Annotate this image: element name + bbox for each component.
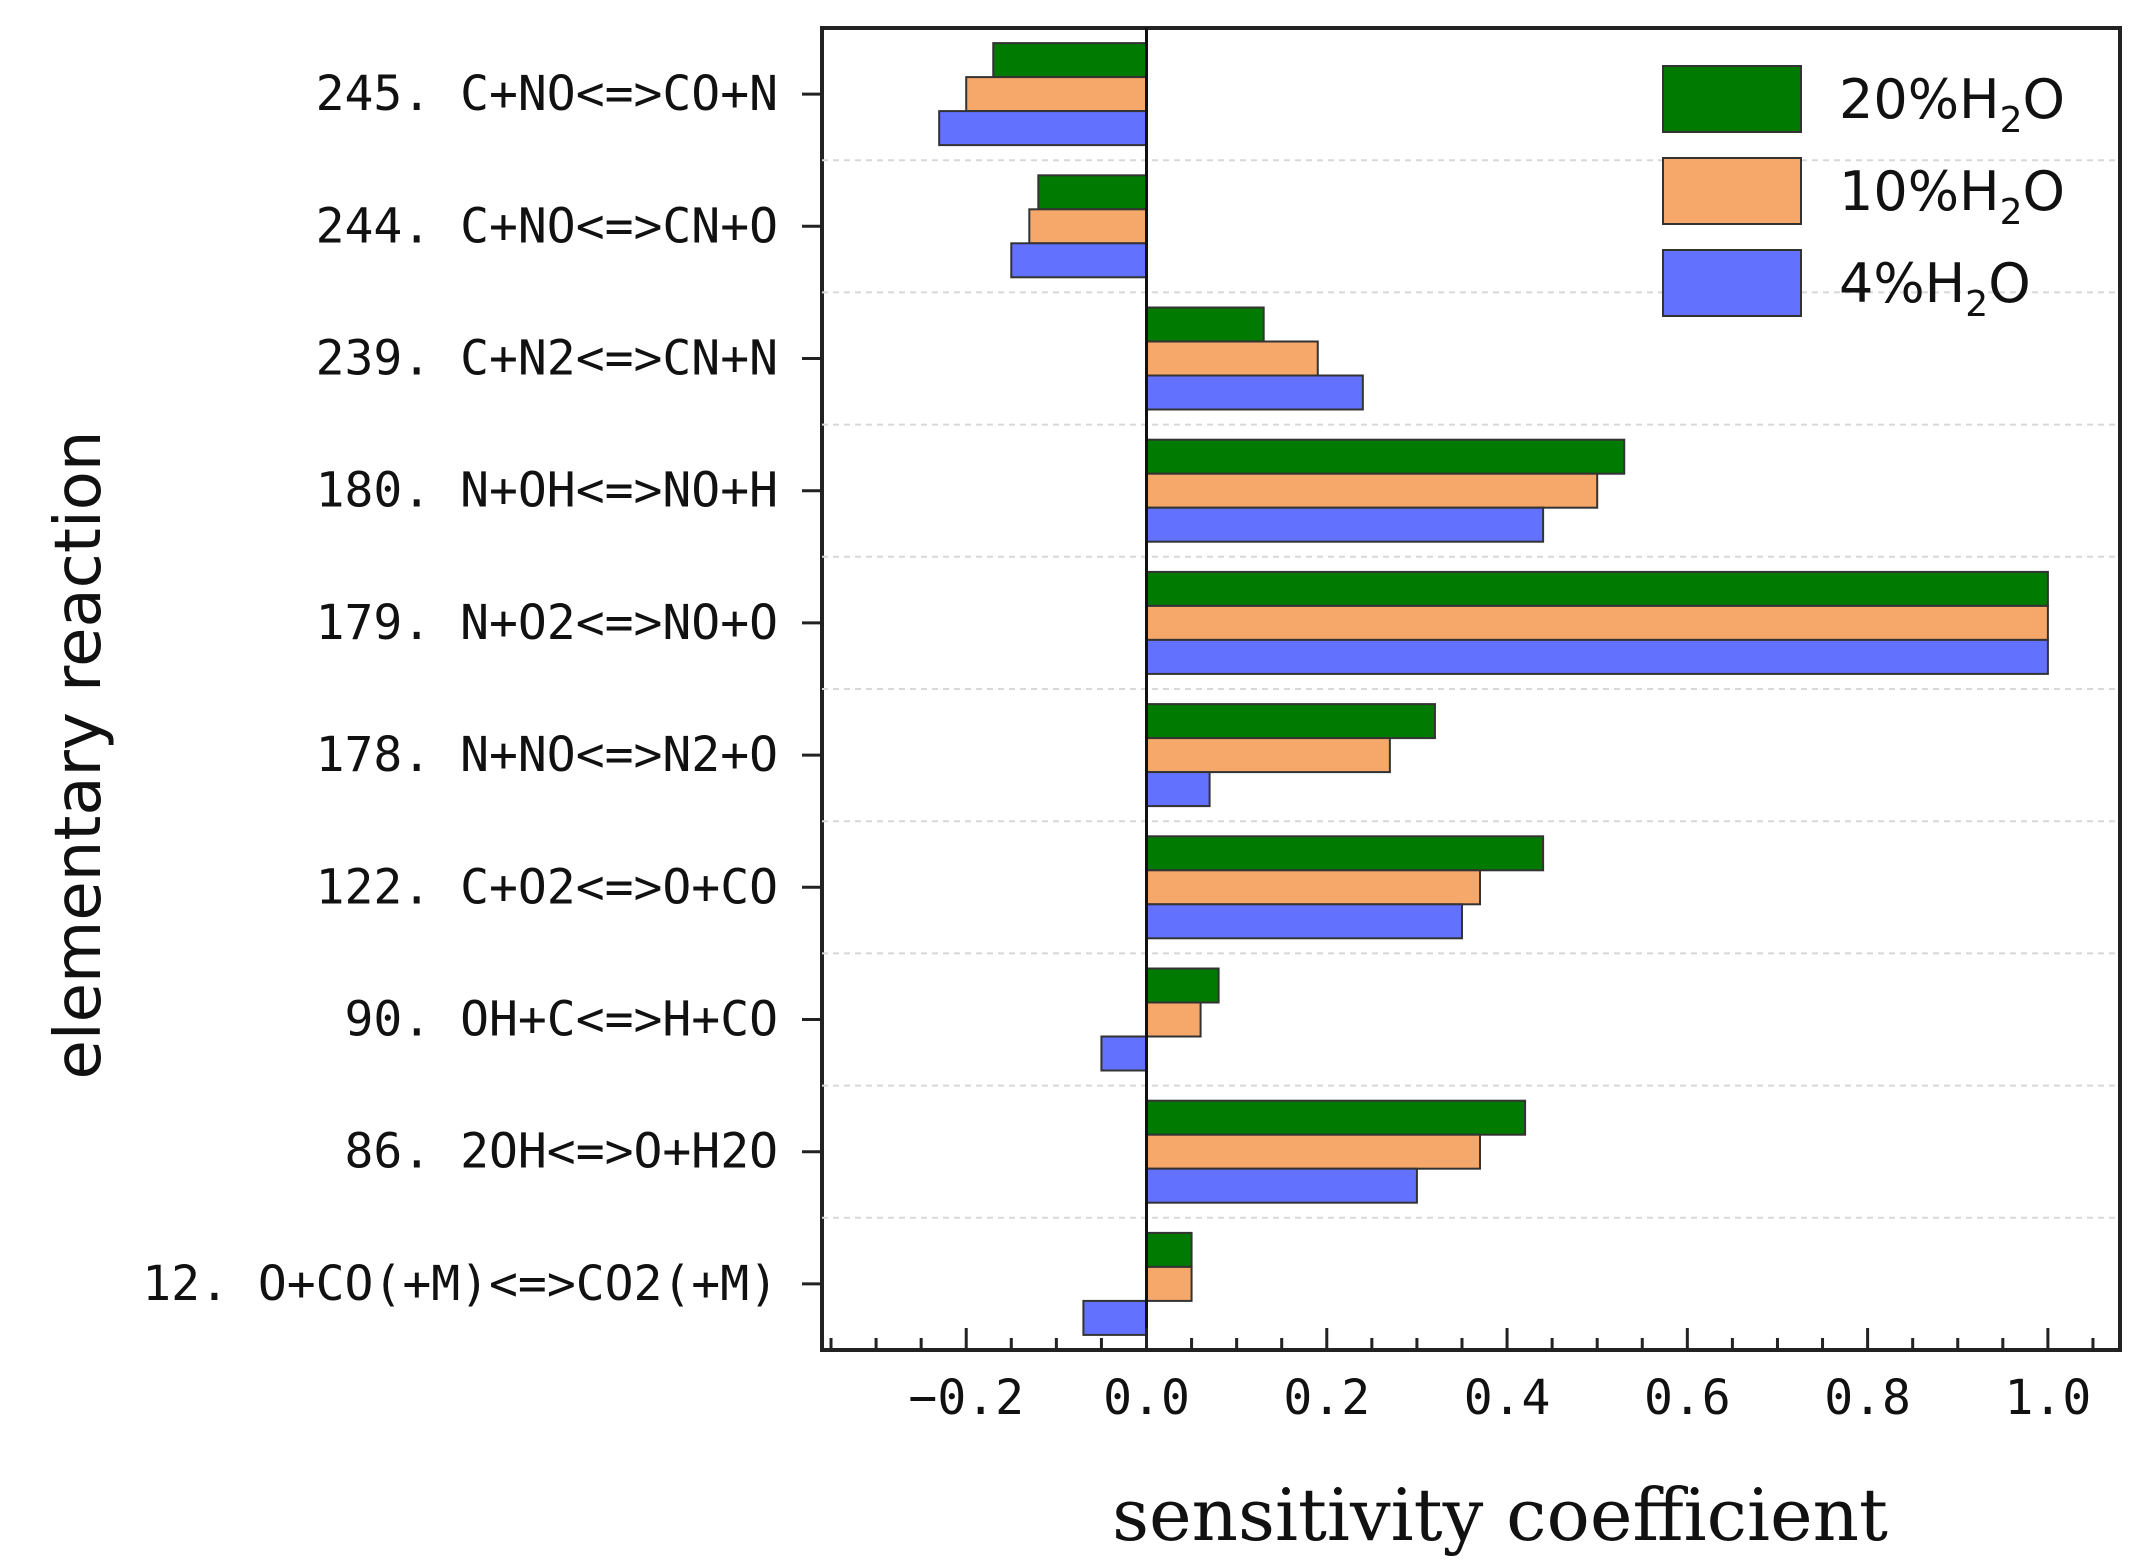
reaction-number: 244. — [316, 198, 461, 254]
reaction-equation: C+N2<=>CN+N — [460, 331, 778, 387]
bar — [965, 76, 1148, 113]
category-label: 179. N+O2<=>NO+O — [316, 595, 778, 651]
bar — [992, 42, 1148, 79]
legend-swatch — [1662, 249, 1802, 317]
bar — [1145, 1133, 1482, 1170]
bar — [1145, 967, 1220, 1004]
bar — [1145, 638, 2049, 675]
legend-label: 4%H2O — [1839, 252, 2031, 325]
bar — [1145, 703, 1436, 740]
bar — [1145, 570, 2049, 607]
x-tick-label: 0.4 — [1464, 1370, 1551, 1426]
bar — [1082, 1299, 1148, 1336]
reaction-number: 178. — [316, 727, 461, 783]
reaction-number: 179. — [316, 595, 461, 651]
x-tick-label: 1.0 — [2005, 1370, 2092, 1426]
bar — [1145, 604, 2049, 641]
reaction-equation: O+CO(+M)<=>CO2(+M) — [258, 1256, 778, 1312]
bar — [1145, 903, 1463, 940]
y-axis-title: elementary reaction — [42, 431, 116, 1080]
category-label: 122. C+O2<=>O+CO — [316, 859, 778, 915]
bar — [1145, 1099, 1527, 1136]
bar — [1145, 472, 1599, 509]
category-label: 244. C+NO<=>CN+O — [316, 198, 778, 254]
category-label: 90. OH+C<=>H+CO — [345, 992, 778, 1048]
bar — [1145, 306, 1265, 343]
category-label: 12. O+CO(+M)<=>CO2(+M) — [142, 1256, 778, 1312]
bar — [1145, 869, 1482, 906]
reaction-number: 12. — [142, 1256, 258, 1312]
y-axis-category-labels: 245. C+NO<=>CO+N 244. C+NO<=>CN+O 239. C+N… — [142, 66, 822, 1312]
reaction-equation: N+OH<=>NO+H — [460, 463, 778, 519]
bar — [1028, 208, 1148, 245]
legend-swatch — [1662, 65, 1802, 133]
x-tick-label: 0.2 — [1283, 1370, 1370, 1426]
legend-label: 20%H2O — [1839, 68, 2065, 141]
legend-label: 10%H2O — [1839, 160, 2065, 233]
category-label: 239. C+N2<=>CN+N — [316, 331, 778, 387]
reaction-number: 86. — [345, 1124, 461, 1180]
grid-lines — [822, 159, 2120, 1219]
reaction-equation: N+O2<=>NO+O — [460, 595, 778, 651]
bar — [1145, 1231, 1193, 1268]
reaction-number: 90. — [345, 992, 461, 1048]
legend-swatch — [1662, 157, 1802, 225]
bar — [1145, 438, 1626, 475]
bar — [1145, 737, 1391, 774]
reaction-number: 239. — [316, 331, 461, 387]
bar — [938, 110, 1148, 147]
reaction-equation: N+NO<=>N2+O — [460, 727, 778, 783]
bar — [1145, 374, 1364, 411]
x-axis-ticks: −0.2 0.0 0.2 0.4 0.6 0.8 1.0 — [829, 1328, 2095, 1426]
x-axis-title: sensitivity coefficient — [1112, 1473, 1888, 1557]
reaction-equation: C+NO<=>CO+N — [460, 66, 778, 122]
x-tick-label: 0.8 — [1824, 1370, 1911, 1426]
legend: 20%H2O 10%H2O 4%H2O — [1662, 65, 2065, 325]
bar — [1145, 1265, 1193, 1302]
bar — [1010, 242, 1148, 279]
x-tick-label: −0.2 — [908, 1370, 1024, 1426]
reaction-number: 122. — [316, 859, 461, 915]
bar — [1100, 1035, 1148, 1072]
reaction-equation: 2OH<=>O+H2O — [460, 1124, 778, 1180]
category-label: 245. C+NO<=>CO+N — [316, 66, 778, 122]
bars — [938, 42, 2049, 1336]
bar — [1037, 174, 1148, 211]
bar — [1145, 771, 1211, 808]
reaction-number: 245. — [316, 66, 461, 122]
bar — [1145, 1167, 1418, 1204]
bar — [1145, 1001, 1202, 1038]
bar — [1145, 835, 1545, 872]
category-label: 86. 2OH<=>O+H2O — [345, 1124, 778, 1180]
reaction-number: 180. — [316, 463, 461, 519]
category-label: 180. N+OH<=>NO+H — [316, 463, 778, 519]
bar — [1145, 340, 1319, 377]
reaction-equation: OH+C<=>H+CO — [460, 992, 778, 1048]
reaction-equation: C+NO<=>CN+O — [460, 198, 778, 254]
x-tick-label: 0.6 — [1644, 1370, 1731, 1426]
bar — [1145, 506, 1545, 543]
reaction-equation: C+O2<=>O+CO — [460, 859, 778, 915]
x-tick-label: 0.0 — [1103, 1370, 1190, 1426]
category-label: 178. N+NO<=>N2+O — [316, 727, 778, 783]
